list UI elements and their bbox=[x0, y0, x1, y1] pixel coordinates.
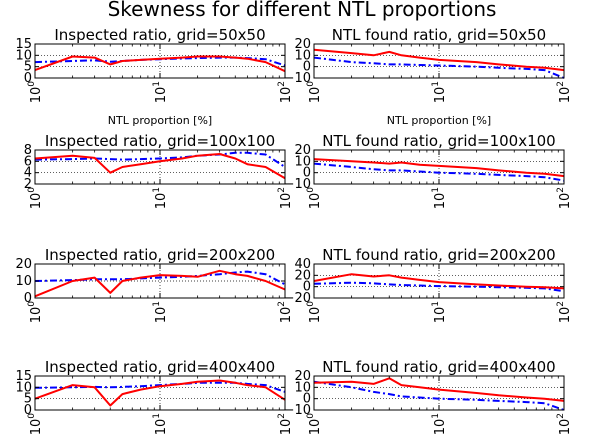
chart-panels: Inspected ratio, grid=50x500510151001011… bbox=[15, 26, 573, 435]
series-line-solid bbox=[313, 377, 565, 402]
x-axis-label: NTL proportion [%] bbox=[387, 114, 491, 127]
series-line-solid bbox=[34, 379, 286, 407]
series-line-solid bbox=[313, 158, 565, 178]
y-tick-label: 20 bbox=[15, 257, 32, 272]
x-tick-label: 100 bbox=[306, 413, 323, 436]
y-tick-label: 0 bbox=[303, 280, 311, 295]
chart-panel-5: Inspected ratio, grid=200x200 0 10 20 100 101… bbox=[15, 246, 294, 323]
x-tick-label: 102 bbox=[277, 187, 294, 209]
axes-frame bbox=[313, 263, 565, 299]
x-tick-label: 102 bbox=[556, 81, 573, 103]
y-tick-label: 10 bbox=[294, 48, 311, 63]
y-tick-label: 8 bbox=[24, 143, 32, 158]
y-tick-label: −10 bbox=[284, 403, 311, 418]
y-tick-label: 20 bbox=[294, 37, 311, 52]
y-tick-label: 0 bbox=[24, 291, 32, 306]
y-tick-label: −10 bbox=[284, 71, 311, 86]
x-axis-label: NTL proportion [%] bbox=[108, 114, 212, 127]
panel-title: NTL found ratio, grid=100x100 bbox=[322, 132, 555, 150]
series-line-solid bbox=[34, 55, 286, 73]
x-tick-label: 100 bbox=[27, 301, 44, 324]
y-tick-label: 5 bbox=[24, 60, 32, 75]
y-tick-label: 4 bbox=[24, 166, 32, 181]
axes-frame bbox=[313, 43, 565, 79]
axes-frame bbox=[34, 375, 286, 411]
y-tick-label: 10 bbox=[15, 274, 32, 289]
x-tick-label: 101 bbox=[152, 301, 169, 323]
y-tick-label: 20 bbox=[294, 268, 311, 283]
x-tick-label: 100 bbox=[306, 81, 323, 104]
x-tick-label: 101 bbox=[152, 187, 169, 209]
y-tick-label: 5 bbox=[24, 392, 32, 407]
y-tick-label: 15 bbox=[15, 369, 32, 384]
y-tick-label: 0 bbox=[303, 392, 311, 407]
y-tick-label: 15 bbox=[15, 37, 32, 52]
series-line-solid bbox=[313, 273, 565, 290]
y-tick-label: 0 bbox=[303, 166, 311, 181]
axes-frame bbox=[313, 149, 565, 185]
y-tick-label: 20 bbox=[294, 369, 311, 384]
panel-title: Inspected ratio, grid=100x100 bbox=[45, 132, 275, 150]
x-tick-label: 102 bbox=[556, 413, 573, 435]
series-line-solid bbox=[34, 269, 286, 298]
series-line-solid bbox=[34, 153, 286, 180]
series-line-dashdot bbox=[313, 56, 565, 79]
figure-title: Skewness for different NTL proportions bbox=[108, 0, 497, 21]
panel-title: NTL found ratio, grid=50x50 bbox=[332, 26, 546, 44]
x-tick-label: 100 bbox=[27, 413, 44, 436]
x-tick-label: 102 bbox=[277, 301, 294, 323]
y-tick-label: 10 bbox=[15, 380, 32, 395]
panel-title: NTL found ratio, grid=400x400 bbox=[322, 358, 555, 376]
x-tick-label: 101 bbox=[152, 413, 169, 435]
x-tick-label: 102 bbox=[556, 301, 573, 323]
x-tick-label: 100 bbox=[27, 187, 44, 210]
panel-title: Inspected ratio, grid=400x400 bbox=[45, 358, 275, 376]
panel-title: Inspected ratio, grid=200x200 bbox=[45, 246, 275, 264]
y-tick-label: −20 bbox=[284, 291, 311, 306]
x-tick-label: 100 bbox=[306, 301, 323, 324]
y-tick-label: 0 bbox=[24, 403, 32, 418]
panel-title: Inspected ratio, grid=50x50 bbox=[54, 26, 265, 44]
y-tick-label: 20 bbox=[294, 143, 311, 158]
x-tick-label: 101 bbox=[431, 81, 448, 103]
series-line-dashdot bbox=[313, 162, 565, 182]
series-line-solid bbox=[313, 48, 565, 72]
x-tick-label: 101 bbox=[431, 413, 448, 435]
y-tick-label: 40 bbox=[294, 257, 311, 272]
y-tick-label: 10 bbox=[294, 380, 311, 395]
x-tick-label: 101 bbox=[152, 81, 169, 103]
series-line-dashdot bbox=[313, 281, 565, 293]
y-tick-label: 10 bbox=[15, 48, 32, 63]
y-tick-label: 10 bbox=[294, 154, 311, 169]
x-tick-label: 102 bbox=[556, 187, 573, 209]
y-tick-label: 2 bbox=[24, 177, 32, 192]
x-tick-label: 101 bbox=[431, 187, 448, 209]
y-tick-label: 6 bbox=[24, 154, 32, 169]
y-tick-label: 0 bbox=[303, 60, 311, 75]
y-tick-label: −10 bbox=[284, 177, 311, 192]
x-tick-label: 100 bbox=[306, 187, 323, 210]
x-tick-label: 102 bbox=[277, 81, 294, 103]
series-line-dashdot bbox=[313, 380, 565, 411]
series-line-dashdot bbox=[34, 151, 286, 168]
x-tick-label: 102 bbox=[277, 413, 294, 435]
x-tick-label: 101 bbox=[431, 301, 448, 323]
panel-title: NTL found ratio, grid=200x200 bbox=[322, 246, 555, 264]
x-tick-label: 100 bbox=[27, 81, 44, 104]
y-tick-label: 0 bbox=[24, 71, 32, 86]
axes-frame bbox=[34, 43, 286, 79]
